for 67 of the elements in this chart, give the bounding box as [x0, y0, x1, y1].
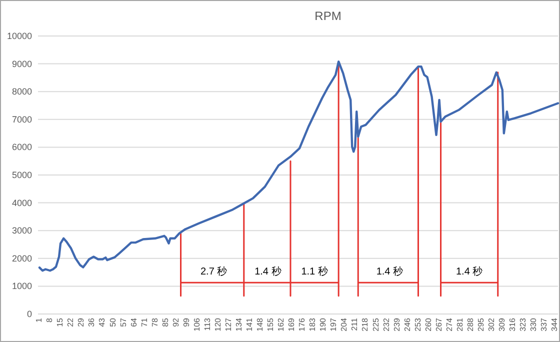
y-tick-label: 4000 — [12, 198, 32, 208]
x-tick-label: 71 — [140, 317, 149, 327]
x-tick-label: 57 — [118, 317, 128, 327]
x-tick-label: 1 — [34, 317, 44, 322]
x-tick-label: 22 — [66, 317, 76, 327]
x-tick-label: 78 — [150, 317, 160, 327]
x-tick-label: 50 — [108, 317, 118, 327]
x-tick-label: 162 — [276, 317, 286, 332]
x-tick-label: 309 — [498, 317, 506, 332]
x-tick-label: 176 — [298, 317, 307, 332]
x-tick-label: 281 — [455, 317, 464, 332]
x-tick-label: 43 — [98, 317, 107, 327]
x-tick-label: 232 — [382, 317, 391, 332]
x-tick-label: 288 — [466, 317, 475, 332]
x-tick-label: 8 — [45, 317, 54, 322]
x-tick-label: 148 — [256, 317, 265, 332]
annotation: 1.4 秒 — [376, 266, 404, 278]
x-tick-label: 344 — [550, 317, 560, 332]
x-tick-label: 92 — [171, 317, 180, 327]
x-tick-label: 64 — [129, 317, 138, 327]
x-tick-label: 253 — [413, 317, 422, 332]
x-tick-label: 218 — [360, 317, 370, 332]
y-tick-label: 8000 — [12, 86, 32, 97]
y-tick-label: 6000 — [12, 142, 32, 152]
x-tick-label: 106 — [192, 317, 202, 332]
x-tick-label: 330 — [529, 317, 538, 332]
x-tick-label: 120 — [213, 317, 222, 332]
x-tick-label: 127 — [224, 317, 233, 332]
x-tick-label: 337 — [540, 317, 549, 332]
x-tick-label: 239 — [392, 317, 402, 332]
x-tick-label: 246 — [402, 317, 412, 332]
x-tick-label: 113 — [202, 317, 212, 331]
y-tick-label: 3000 — [12, 226, 32, 236]
x-tick-label: 155 — [266, 317, 276, 332]
x-tick-label: 267 — [434, 317, 444, 332]
x-tick-label: 36 — [87, 317, 96, 327]
y-tick-label: 1000 — [12, 281, 32, 292]
x-tick-label: 197 — [329, 317, 338, 332]
x-tick-label: 15 — [56, 317, 65, 327]
x-tick-label: 99 — [182, 317, 191, 327]
x-tick-label: 302 — [486, 317, 496, 332]
annotation: 1.4 秒 — [456, 266, 483, 278]
x-tick-label: 183 — [308, 317, 318, 332]
chart-title: RPM — [314, 9, 342, 23]
x-tick-label: 211 — [350, 317, 360, 331]
x-tick-label: 29 — [76, 317, 86, 327]
x-tick-label: 323 — [518, 317, 528, 332]
x-tick-label: 295 — [476, 317, 486, 332]
x-tick-label: 134 — [234, 317, 244, 332]
y-tick-label: 0 — [26, 309, 32, 319]
annotation: 1.4 秒 — [254, 266, 282, 278]
y-tick-label: 2000 — [12, 253, 32, 264]
x-tick-label: 204 — [340, 317, 349, 332]
x-tick-label: 260 — [424, 317, 433, 332]
y-tick-label: 5000 — [12, 170, 32, 180]
x-tick-label: 316 — [508, 317, 518, 332]
y-tick-label: 7000 — [12, 114, 32, 124]
annotation: 1.1 秒 — [301, 266, 328, 278]
x-tick-label: 190 — [318, 317, 328, 332]
x-tick-label: 141 — [245, 317, 254, 332]
y-tick-label: 10000 — [6, 31, 32, 41]
x-tick-label: 225 — [371, 317, 380, 332]
x-tick-label: 169 — [287, 317, 296, 332]
annotation: 2.7 秒 — [200, 266, 228, 278]
x-tick-label: 274 — [444, 317, 454, 332]
y-tick-label: 9000 — [12, 58, 32, 69]
x-tick-label: 85 — [160, 317, 170, 327]
